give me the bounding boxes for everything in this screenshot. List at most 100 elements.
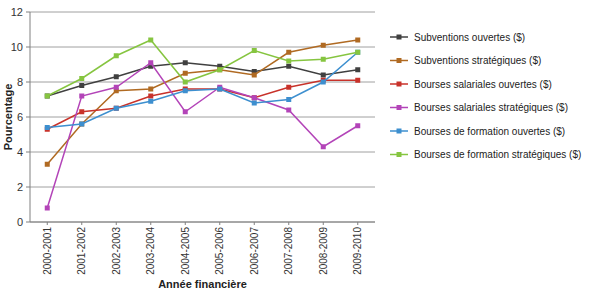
- x-tick-label: 2009-2010: [352, 227, 363, 275]
- y-tick: [26, 47, 30, 48]
- series-marker: [252, 95, 257, 100]
- series-marker: [252, 95, 257, 100]
- legend-label: Subventions ouvertes ($): [414, 32, 525, 43]
- series-marker: [148, 60, 153, 65]
- series-line: [47, 40, 358, 96]
- legend-label: Subventions stratégiques ($): [414, 55, 541, 66]
- x-tick: [185, 222, 186, 225]
- y-tick-label: 0: [17, 216, 23, 228]
- y-tick-label: 10: [11, 41, 23, 53]
- series-marker: [355, 78, 360, 83]
- series-marker: [217, 87, 222, 92]
- x-tick-label: 2003-2004: [145, 227, 156, 275]
- legend: Subventions ouvertes ($) Subventions stra…: [390, 32, 581, 161]
- series-marker: [148, 87, 153, 92]
- plot-area: [45, 38, 361, 211]
- x-axis-title: Année financière: [158, 278, 247, 290]
- legend-label: Bourses salariales stratégiques ($): [414, 102, 568, 113]
- series-marker: [183, 80, 188, 85]
- y-tick-label: 12: [11, 6, 23, 18]
- series-marker: [321, 73, 326, 78]
- series-marker: [79, 83, 84, 88]
- legend-marker: [397, 35, 402, 40]
- series-marker: [79, 94, 84, 99]
- grid-line: [30, 12, 375, 13]
- x-tick: [357, 222, 358, 225]
- series-marker: [355, 123, 360, 128]
- series-marker: [148, 38, 153, 43]
- y-tick: [26, 82, 30, 83]
- series-marker: [79, 122, 84, 127]
- series-marker: [321, 144, 326, 149]
- series-marker: [114, 106, 119, 111]
- x-tick: [288, 222, 289, 225]
- series-marker: [217, 67, 222, 72]
- series-marker: [45, 94, 50, 99]
- series-marker: [286, 108, 291, 113]
- series-marker: [183, 109, 188, 114]
- series-marker: [79, 76, 84, 81]
- legend-marker: [397, 152, 402, 157]
- y-tick-label: 8: [17, 76, 23, 88]
- series-marker: [217, 67, 222, 72]
- x-tick-label: 2002-2003: [111, 227, 122, 275]
- y-tick: [26, 12, 30, 13]
- grid-line: [30, 187, 375, 188]
- series-marker: [321, 43, 326, 48]
- series-marker: [286, 97, 291, 102]
- series-marker: [321, 57, 326, 62]
- series-marker: [148, 99, 153, 104]
- x-tick: [219, 222, 220, 225]
- series-marker: [286, 59, 291, 64]
- y-axis: [30, 12, 31, 222]
- legend-label: Bourses de formation stratégiques ($): [414, 149, 581, 160]
- x-tick-label: 2005-2006: [214, 227, 225, 275]
- series-marker: [252, 101, 257, 106]
- series-marker: [183, 88, 188, 93]
- x-tick: [116, 222, 117, 225]
- series-line: [47, 40, 358, 164]
- series-marker: [252, 48, 257, 53]
- series-marker: [79, 122, 84, 127]
- chart: 0 2 4 6 8 10 12 2000-2001 2001-2002 2002-2003 2003…: [0, 0, 595, 294]
- series-marker: [217, 87, 222, 92]
- legend-label: Bourses salariales ouvertes ($): [414, 79, 552, 90]
- y-tick: [26, 152, 30, 153]
- series-marker: [286, 64, 291, 69]
- series-marker: [45, 206, 50, 211]
- series-line: [47, 63, 358, 96]
- series-marker: [183, 71, 188, 76]
- y-tick-label: 2: [17, 181, 23, 193]
- x-tick: [47, 222, 48, 225]
- legend-label: Bourses de formation ouvertes ($): [414, 126, 565, 137]
- series-marker: [183, 60, 188, 65]
- x-tick: [323, 222, 324, 225]
- y-tick: [26, 117, 30, 118]
- series-marker: [355, 67, 360, 72]
- series-marker: [45, 125, 50, 130]
- series-marker: [355, 38, 360, 43]
- series-marker: [114, 106, 119, 111]
- series-marker: [286, 85, 291, 90]
- series-marker: [79, 109, 84, 114]
- x-tick: [150, 222, 151, 225]
- series-marker: [45, 162, 50, 167]
- x-tick-label: 2001-2002: [76, 227, 87, 275]
- series-line: [47, 63, 358, 208]
- x-tick: [81, 222, 82, 225]
- series-marker: [114, 74, 119, 79]
- series-marker: [286, 50, 291, 55]
- series-marker: [355, 50, 360, 55]
- x-tick-label: 2000-2001: [42, 227, 53, 275]
- y-tick: [26, 187, 30, 188]
- series-marker: [114, 85, 119, 90]
- series-marker: [45, 94, 50, 99]
- y-tick-label: 4: [17, 146, 23, 158]
- series-marker: [252, 73, 257, 78]
- legend-marker: [397, 105, 402, 110]
- series-marker: [355, 50, 360, 55]
- legend-marker: [397, 58, 402, 63]
- x-tick-label: 2008-2009: [318, 227, 329, 275]
- y-tick-label: 6: [17, 111, 23, 123]
- series-line: [47, 52, 358, 127]
